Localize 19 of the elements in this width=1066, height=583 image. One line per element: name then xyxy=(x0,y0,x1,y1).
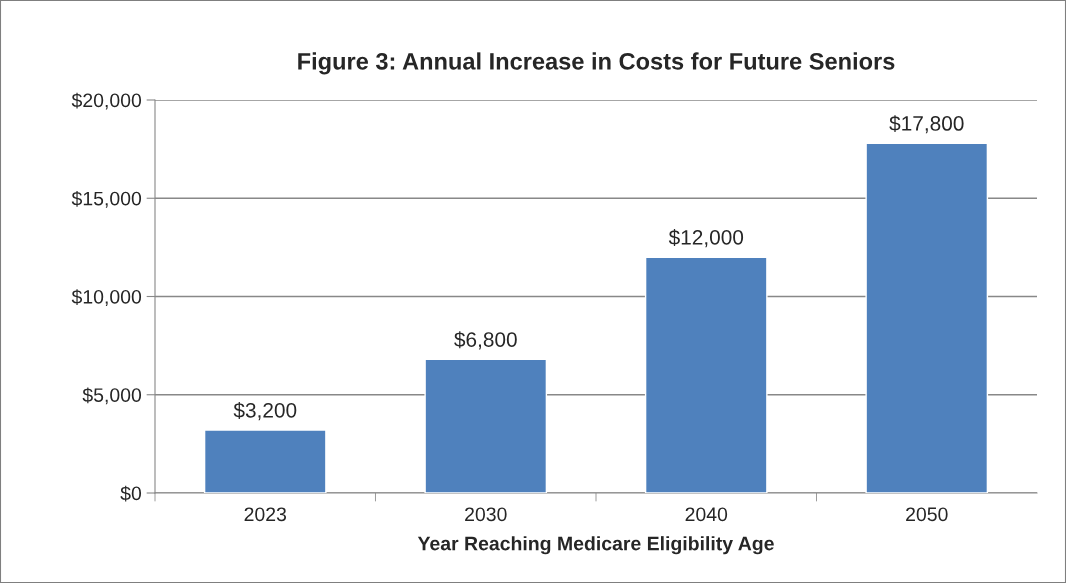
data-label: $12,000 xyxy=(668,229,744,248)
bar xyxy=(203,429,327,493)
y-tick-label: $20,000 xyxy=(71,92,142,110)
chart-title: Figure 3: Annual Increase in Costs for Future Seniors xyxy=(298,52,895,75)
x-tick-label: 2030 xyxy=(465,507,507,522)
bar xyxy=(424,358,548,493)
bar xyxy=(865,142,989,493)
x-tick-label: 2040 xyxy=(685,507,728,522)
y-tick-label: $0 xyxy=(120,485,142,502)
data-label: $17,800 xyxy=(889,115,964,134)
y-tick-label: $15,000 xyxy=(71,190,142,208)
data-label: $3,200 xyxy=(233,402,297,421)
y-tick-label: $10,000 xyxy=(71,289,142,307)
data-label: $6,800 xyxy=(454,331,517,350)
y-tick-label: $5,000 xyxy=(82,387,142,405)
bar xyxy=(644,256,768,493)
x-axis-title: Year Reaching Medicare Eligibility Age xyxy=(417,536,774,555)
x-tick-label: 2050 xyxy=(906,507,948,522)
x-tick-label: 2023 xyxy=(244,507,287,522)
